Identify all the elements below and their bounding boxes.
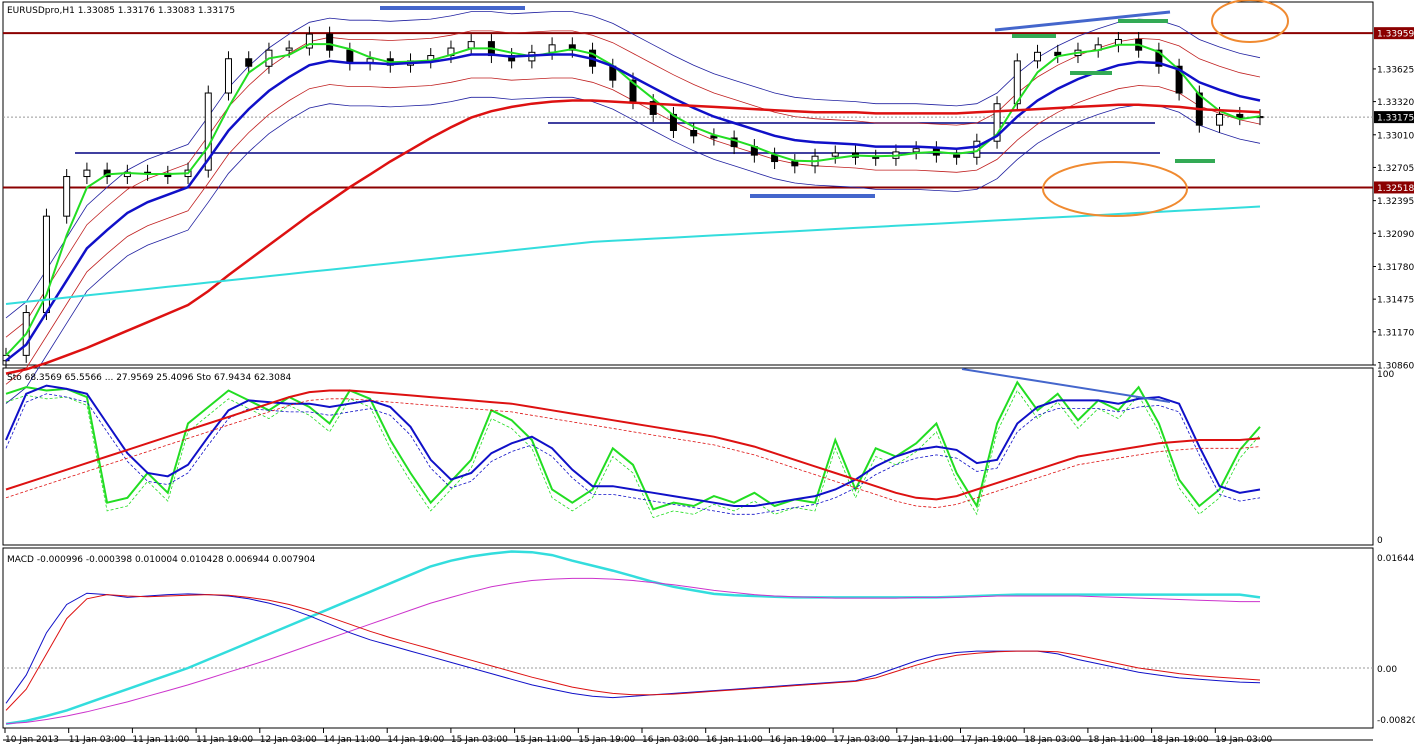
x-tick-label: 15 Jan 11:00: [515, 735, 572, 745]
candle-body: [305, 33, 313, 49]
x-tick-label: 16 Jan 19:00: [769, 735, 826, 745]
panel-frame-1: [2, 1, 1374, 366]
annotation-orange-ellipse-bottom: [1042, 161, 1188, 217]
candle-body: [872, 156, 880, 159]
x-tick-label: 17 Jan 19:00: [961, 735, 1018, 745]
price-panel-title: EURUSDpro,H1 1.33085 1.33176 1.33083 1.3…: [7, 6, 235, 16]
candle-body: [224, 58, 232, 94]
x-tick-label: 17 Jan 11:00: [897, 735, 954, 745]
candle-body: [245, 58, 253, 67]
x-tick-label: 14 Jan 11:00: [324, 735, 381, 745]
stochastic-slow-line: [5, 389, 1261, 501]
candle-body: [1236, 113, 1244, 119]
price-tick-label: 1.31780: [1377, 263, 1414, 273]
annotation-stochastic-divergence: [961, 368, 1171, 403]
x-tick-label: 11 Jan 03:00: [69, 735, 126, 745]
x-tick-label: 16 Jan 03:00: [642, 735, 699, 745]
candle-body: [285, 47, 293, 51]
price-tag-bg: [1374, 111, 1414, 124]
stochastic-tick-100: 100: [1377, 370, 1394, 380]
candle-body: [568, 44, 576, 51]
price-tick-label: 1.31170: [1377, 328, 1414, 338]
x-tick-label: 18 Jan 19:00: [1152, 735, 1209, 745]
candle-body: [690, 129, 698, 137]
macd-tick-zero: 0.00: [1377, 665, 1397, 675]
x-tick-label: 15 Jan 03:00: [451, 735, 508, 745]
stochastic-mid-line: [5, 384, 1261, 507]
annotation-blue-trendline: [994, 10, 1171, 32]
stochastic-fast-line: [5, 380, 1261, 511]
price-tick-label: 1.32090: [1377, 230, 1414, 240]
price-tag-bg: [1374, 181, 1414, 194]
ma-long-line: [5, 205, 1261, 305]
panel-frame-3: [2, 547, 1374, 729]
x-tick-label: 18 Jan 11:00: [1088, 735, 1145, 745]
candle-body: [710, 135, 718, 139]
candle-body: [346, 49, 354, 64]
price-tick-label: 1.33625: [1377, 65, 1414, 75]
price-tag-bg: [1374, 27, 1414, 40]
panel-frame-2: [2, 367, 1374, 546]
price-tick-label: 1.32395: [1377, 197, 1414, 207]
annotation-orange-ellipse-top: [1211, 0, 1289, 43]
stochastic-tick-0: 0: [1377, 536, 1383, 546]
x-tick-label: 15 Jan 19:00: [578, 735, 635, 745]
price-tick-label: 1.33010: [1377, 131, 1414, 141]
candle-body: [204, 92, 212, 171]
bollinger-lower-band: [5, 96, 1261, 404]
price-tick-label: 1.31475: [1377, 296, 1414, 306]
candle-body: [953, 154, 961, 158]
price-tick-label: 1.32518: [1377, 184, 1414, 194]
price-tick-label: 1.33959: [1377, 30, 1414, 40]
price-tick-label: 1.33320: [1377, 98, 1414, 108]
candle-body: [993, 103, 1001, 142]
stochastic-panel-title: Sto 68.3569 65.5566 ... 27.9569 25.4096 …: [7, 373, 292, 383]
x-tick-label: 14 Jan 19:00: [387, 735, 444, 745]
envelope-upper-band: [5, 30, 1261, 338]
ma-fast-line: [5, 43, 1261, 357]
macd-long-signal-line: [5, 577, 1260, 725]
candle-body: [649, 101, 657, 115]
x-tick-label: 12 Jan 03:00: [260, 735, 317, 745]
price-tick-label: 1.33175: [1377, 114, 1414, 124]
stochastic-slow-line-signal: [5, 398, 1261, 509]
candle-body: [791, 161, 799, 167]
candle-body: [326, 33, 334, 51]
ma-slow-line: [5, 99, 1261, 375]
x-tick-label: 16 Jan 11:00: [706, 735, 763, 745]
price-tick-label: 1.30860: [1377, 362, 1414, 372]
x-tick-label: 19 Jan 03:00: [1215, 735, 1272, 745]
stochastic-fast-line-signal: [5, 389, 1261, 518]
macd-signal-line: [5, 594, 1261, 711]
candle-body: [1216, 113, 1224, 126]
x-tick-label: 10 Jan 2013: [5, 735, 59, 745]
envelope-lower-band: [5, 77, 1261, 385]
macd-tick-top: 0.016445: [1377, 554, 1415, 564]
macd-main-line: [5, 592, 1261, 704]
candle-body: [730, 137, 738, 148]
bollinger-upper-band: [5, 11, 1261, 319]
candle-body: [83, 169, 91, 178]
candle-body: [1175, 65, 1183, 94]
candle-body: [831, 152, 839, 157]
candle-body: [912, 148, 920, 153]
candle-body: [1155, 49, 1163, 67]
candle-body: [467, 41, 475, 49]
candle-body: [1034, 51, 1042, 62]
x-tick-label: 18 Jan 03:00: [1024, 735, 1081, 745]
macd-tick-bottom: -0.008207: [1377, 716, 1415, 726]
candle-body: [548, 44, 556, 53]
x-tick-label: 11 Jan 19:00: [196, 735, 253, 745]
x-tick-label: 11 Jan 11:00: [132, 735, 189, 745]
x-tick-label: 17 Jan 03:00: [833, 735, 890, 745]
ma-mid-line: [5, 53, 1261, 362]
price-tick-label: 1.32705: [1377, 164, 1414, 174]
candle-body: [63, 176, 71, 217]
macd-long-line: [5, 550, 1261, 726]
macd-panel-title: MACD -0.000996 -0.000398 0.010004 0.0104…: [7, 555, 316, 565]
